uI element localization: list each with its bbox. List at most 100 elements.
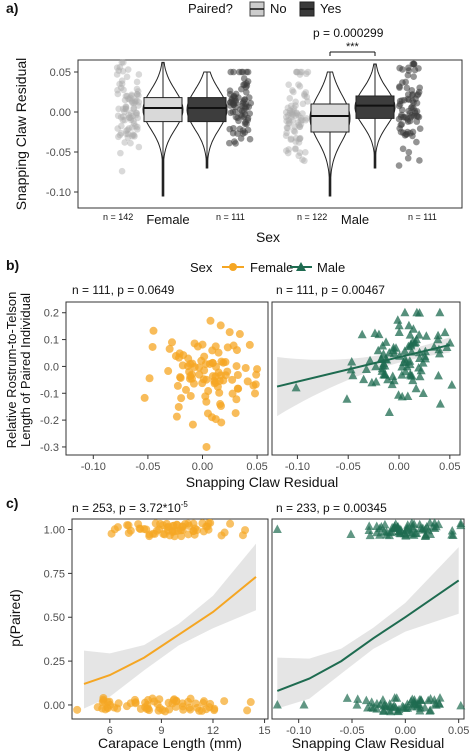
jitter-point [296,135,304,143]
panel-a-ytick-label: 0.05 [50,67,71,79]
jitter-point [291,145,299,153]
panel-c-xtick-label: 6 [107,725,113,737]
legend-a-title: Paired? [188,1,233,16]
scatter-point-male [406,696,416,705]
scatter-point-male [342,693,352,702]
jitter-point [292,102,299,109]
scatter-point-male [357,329,367,339]
scatter-point-female [208,358,217,367]
scatter-point-male [412,307,422,317]
jitter-point [116,131,124,139]
legend-b-item-male: Male [317,260,345,275]
scatter-point-male [384,407,394,416]
scatter-point-female [172,412,181,421]
scatter-point-female [152,526,161,535]
scatter-point-female [173,381,182,390]
scatter-point-female [199,699,208,708]
legend-b-point-female [229,263,237,271]
scatter-point-female [216,321,225,330]
jitter-point [114,125,122,132]
jitter-point [302,89,310,96]
jitter-point [408,87,416,94]
scatter-point-female [123,521,132,530]
jitter-point [284,104,292,112]
jitter-point [289,117,296,124]
scatter-point-female [136,704,145,713]
jitter-point [287,102,295,110]
scatter-point-female [203,409,212,418]
scatter-point-female [186,391,195,400]
scatter-point-male [342,394,352,403]
jitter-point [282,132,290,139]
jitter-point [284,112,292,119]
panel-b-ytick-label: 0.0 [44,361,59,373]
scatter-point-female [243,377,252,386]
jitter-point [287,135,295,143]
jitter-point [128,98,136,105]
jitter-point [297,68,304,76]
jitter-point [121,108,128,116]
panel-b-male-frame [271,301,461,456]
jitter-point [124,130,132,138]
jitter-point [416,84,423,92]
legend-b-title: Sex [190,260,213,275]
panel-c-female-stats: n = 253, p = 3.72*10-5 [72,500,188,515]
panel-c-ytick-label: 0.25 [44,656,65,668]
jitter-point [302,116,309,124]
scatter-point-male [359,374,369,384]
scatter-point-female [73,705,82,714]
n-label-male-yes: n = 111 [408,212,437,222]
scatter-point-female [189,527,198,536]
scatter-point-female [142,525,151,534]
box-iqr [143,97,183,123]
jitter-point [134,123,141,131]
scatter-point-female [228,375,237,384]
scatter-point-male [401,703,411,712]
jitter-point [130,131,138,139]
jitter-point [114,90,122,98]
jitter-point [296,134,304,142]
jitter-point [118,59,126,66]
jitter-point [244,126,252,134]
panel-c-female-stats-main: n = 253, p = 3.72*10 [72,501,181,515]
scatter-point-female [198,519,207,528]
scatter-point-female [107,529,116,538]
jitter-point [133,90,141,98]
panel-b-xtick-label: 0.05 [439,461,460,473]
jitter-point [303,70,310,78]
scatter-point-male [372,527,382,537]
scatter-point-female [144,696,153,705]
jitter-point [127,116,135,124]
scatter-point-female [148,342,157,351]
scatter-point-male [447,530,457,539]
jitter-point [286,109,294,117]
jitter-point [119,67,127,75]
panel-b-ylabel-line1: Relative Rostrum-to-Telson [4,292,19,449]
scatter-point-female [178,522,187,531]
legend-b-item-female: Female [250,260,293,275]
jitter-point [409,97,416,104]
scatter-point-male [380,360,390,370]
scatter-point-male [440,327,450,337]
jitter-point [409,132,416,140]
scatter-point-male [371,361,381,371]
scatter-point-male [433,370,443,380]
panel-c-xtick-label: 0.05 [448,725,469,737]
scatter-point-male [435,693,445,702]
panel-b-ytick-label: 0.2 [44,308,59,320]
scatter-point-male [379,526,389,536]
jitter-point [397,121,405,129]
jitter-point [282,147,290,154]
scatter-point-male [421,331,431,340]
jitter-point [294,119,302,126]
jitter-point [303,115,310,122]
jitter-point [410,73,417,80]
scatter-point-female [233,371,242,380]
panel-b-xtick-label: 0.00 [388,461,409,473]
scatter-point-male [361,364,371,373]
scatter-point-female [220,697,229,706]
jitter-point [126,94,134,102]
scatter-point-female [232,346,241,355]
jitter-point [133,90,141,98]
scatter-point-female [219,376,228,385]
